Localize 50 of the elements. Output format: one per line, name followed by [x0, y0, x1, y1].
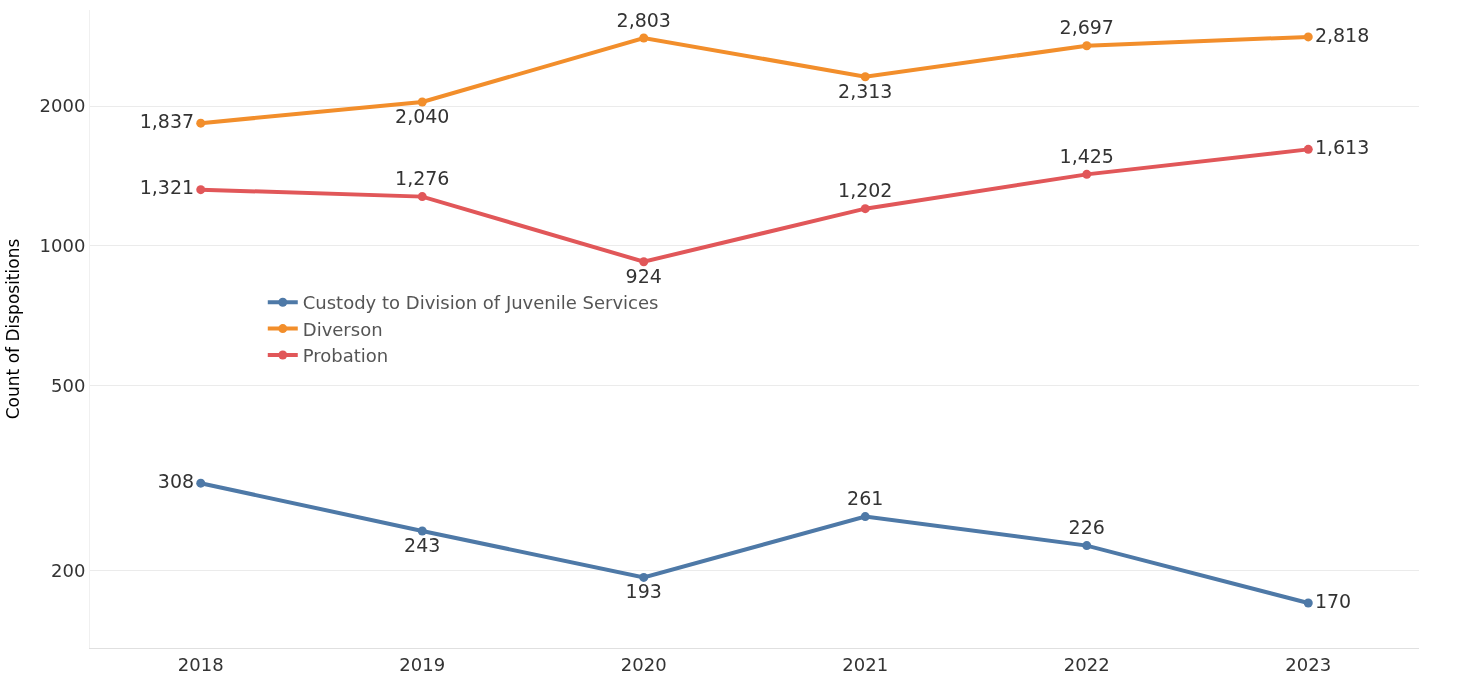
- point: [1082, 541, 1092, 551]
- x-tick-label: 2023: [1285, 653, 1332, 675]
- y-tick-label: 2000: [39, 95, 86, 117]
- data-label: 2,803: [616, 8, 671, 31]
- data-label: 226: [1068, 516, 1105, 539]
- data-label: 193: [625, 580, 662, 603]
- point: [1303, 144, 1313, 154]
- data-label: 924: [625, 264, 662, 287]
- point: [860, 204, 870, 214]
- x-tick-label: 2021: [842, 653, 889, 675]
- data-label: 1,276: [395, 167, 450, 190]
- data-label: 2,818: [1314, 23, 1370, 46]
- data-label: 1,321: [139, 176, 195, 199]
- point: [417, 97, 427, 107]
- data-label: 170: [1314, 589, 1352, 612]
- point: [639, 257, 649, 267]
- data-label: 308: [157, 469, 195, 492]
- data-label: 1,837: [139, 109, 195, 132]
- point: [860, 72, 870, 82]
- legend-label: Diverson: [302, 318, 383, 340]
- point: [417, 192, 427, 202]
- x-tick-label: 2019: [399, 653, 446, 675]
- data-label: 1,613: [1314, 136, 1370, 159]
- point: [1303, 32, 1313, 42]
- y-tick-label: 500: [51, 374, 86, 396]
- point: [1082, 41, 1092, 51]
- point: [417, 526, 427, 536]
- point: [1082, 169, 1092, 179]
- x-tick-label: 2018: [177, 653, 224, 675]
- data-label: 1,202: [838, 179, 893, 202]
- data-label: 2,313: [838, 79, 893, 102]
- point: [639, 572, 649, 582]
- point: [196, 478, 206, 488]
- data-label: 2,040: [395, 104, 450, 127]
- data-label: 243: [404, 533, 441, 556]
- point: [860, 512, 870, 522]
- point: [196, 118, 206, 128]
- x-tick-label: 2020: [620, 653, 667, 675]
- data-label: 261: [847, 487, 884, 510]
- legend-label: Custody to Division of Juvenile Services: [302, 292, 659, 314]
- legend-label: Probation: [302, 345, 389, 367]
- point: [1303, 598, 1313, 608]
- y-tick-label: 1000: [39, 235, 86, 257]
- point: [639, 33, 649, 43]
- y-axis-title: Count of Dispositions: [3, 238, 24, 420]
- point: [196, 185, 206, 195]
- x-tick-label: 2022: [1063, 653, 1110, 675]
- y-tick-label: 200: [51, 559, 86, 581]
- data-label: 1,425: [1059, 144, 1114, 167]
- data-label: 2,697: [1059, 16, 1114, 39]
